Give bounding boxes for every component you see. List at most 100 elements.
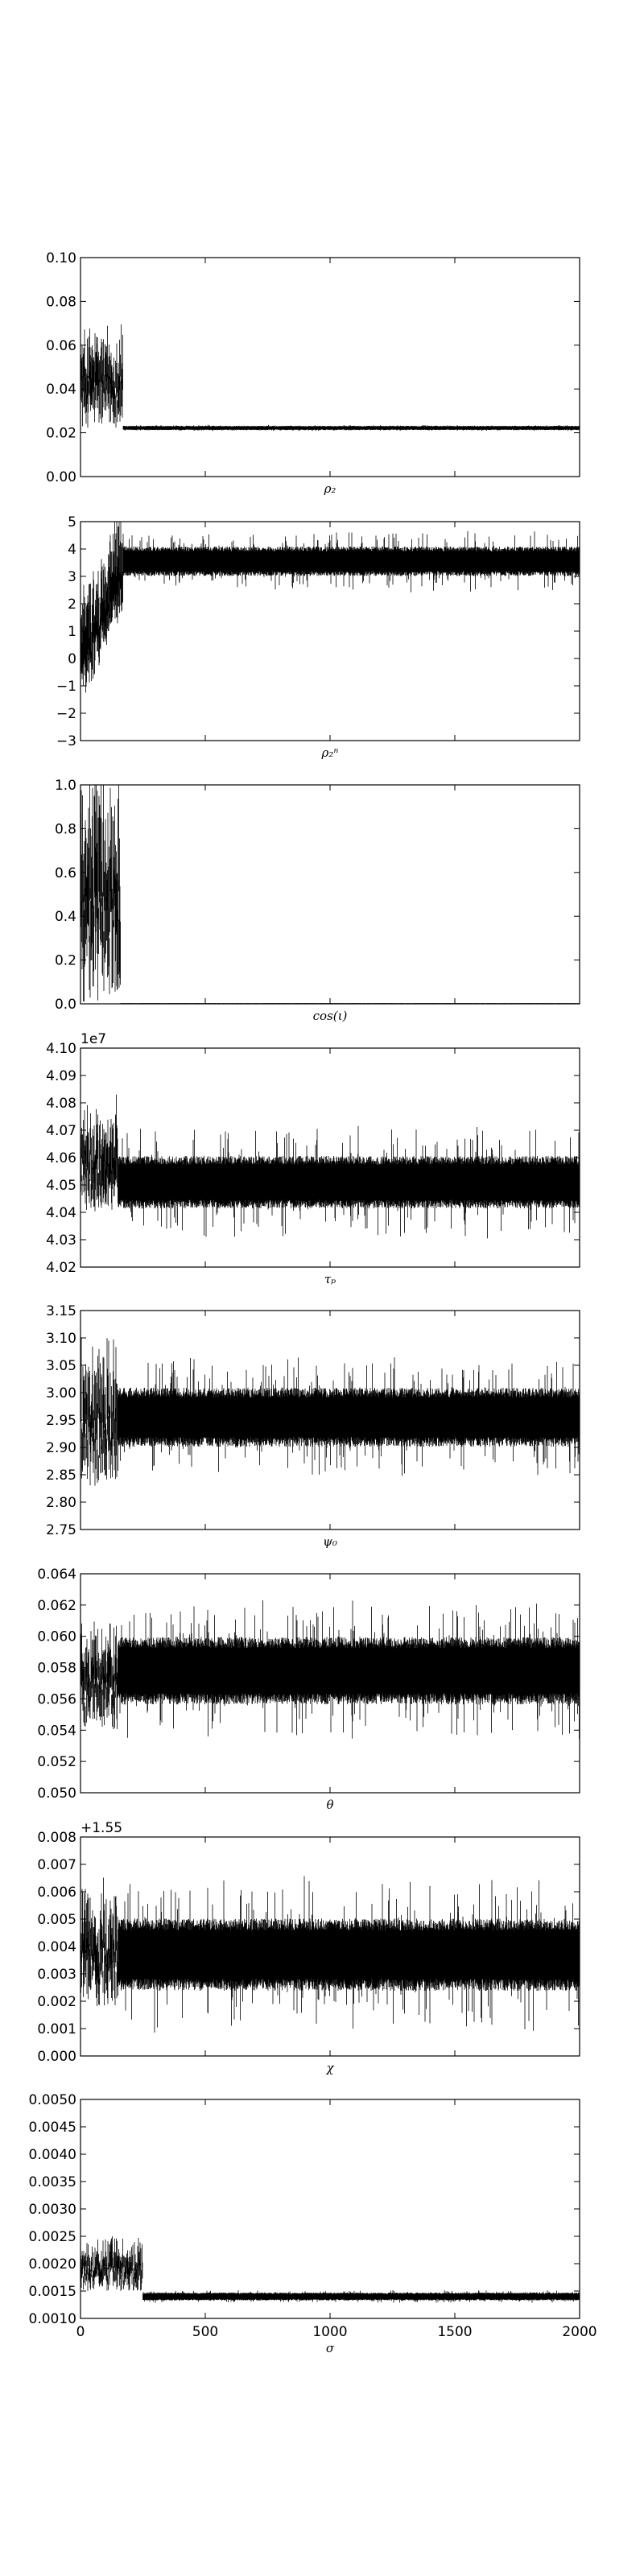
y-tick-label: 5	[68, 514, 76, 530]
y-tick-label: 0.0015	[29, 2284, 76, 2300]
x-axis-label: ρ₂	[324, 481, 336, 496]
y-tick-label: 0.064	[37, 1567, 76, 1583]
trace-path	[80, 1337, 580, 1486]
y-tick-label: 0.02	[46, 426, 76, 442]
trace-path	[80, 1094, 580, 1239]
y-tick-label: 0.0040	[29, 2147, 76, 2163]
trace-path	[80, 1876, 580, 2033]
axis-offset-text: 1e7	[80, 1031, 106, 1047]
y-tick-label: 0.10	[46, 250, 76, 266]
y-tick-label: 3.15	[46, 1303, 76, 1319]
y-tick-label: 0.0025	[29, 2229, 76, 2245]
y-tick-label: 4.08	[46, 1096, 76, 1112]
y-tick-label: 0.006	[37, 1885, 76, 1901]
y-tick-label: 0.4	[55, 909, 76, 925]
subplot-3: 0.0 0.2 0.4 0.6 0.8 1.0 cos(ι)	[55, 778, 580, 1023]
trace-series	[80, 1337, 580, 1486]
x-tick-label: 1500	[437, 2324, 472, 2340]
y-tick-label: 0.6	[55, 865, 76, 881]
trace-series	[80, 2236, 580, 2303]
subplot-6: 0.050 0.052 0.054 0.056 0.058 0.060 0.062 0.064…	[37, 1567, 580, 1812]
trace-path	[80, 785, 580, 1004]
trace-path	[80, 2236, 580, 2303]
y-tick-label: 2.75	[46, 1522, 76, 1538]
y-tick-label: 1	[68, 624, 76, 640]
plot-frame	[80, 257, 580, 477]
y-tick-label: 0.003	[37, 1967, 76, 1983]
trace-path	[80, 522, 580, 708]
y-tick-label: 2.95	[46, 1413, 76, 1429]
y-tick-label: 3.10	[46, 1331, 76, 1347]
trace-path	[80, 324, 580, 431]
y-tick-label: 0.2	[55, 953, 76, 969]
y-tick-label: 0.062	[37, 1598, 76, 1614]
x-axis-label: τₚ	[324, 1272, 336, 1286]
y-tick-label: 4.02	[46, 1260, 76, 1276]
y-tick-label: 2.85	[46, 1468, 76, 1484]
y-tick-label: 0.054	[37, 1723, 76, 1739]
x-axis-label: χ	[325, 2061, 334, 2075]
y-tick-label: 3.00	[46, 1385, 76, 1402]
y-tick-label: 4.04	[46, 1205, 76, 1221]
y-tick-label: 0.005	[37, 1912, 76, 1928]
plot-frame	[80, 784, 580, 1005]
y-tick-label: 0.056	[37, 1691, 76, 1707]
y-tick-label: 4.03	[46, 1232, 76, 1249]
y-tick-label: 0.0	[55, 997, 76, 1013]
y-tick-label: 0.0020	[29, 2256, 76, 2273]
subplot-8: 0.0010 0.0015 0.0020 0.0025 0.0030 0.0035 0.00…	[29, 2092, 597, 2355]
y-tick-label: 3	[68, 569, 76, 585]
y-tick-label: 0.0050	[29, 2092, 76, 2108]
y-tick-label: 0.000	[37, 2049, 76, 2065]
y-tick-label: 1.0	[55, 778, 76, 794]
trace-path	[80, 1600, 580, 1740]
y-tick-label: 0.050	[37, 1785, 76, 1802]
subplot-1: 0.00 0.02 0.04 0.06 0.08 0.10 ρ₂	[46, 250, 580, 496]
y-tick-label: 0.04	[46, 382, 76, 398]
trace-series	[80, 1094, 580, 1239]
x-axis-label: σ	[326, 2341, 335, 2355]
subplot-2: −3 −2 −1 0 1 2 3 4 5 ρ₂ⁿ	[56, 514, 580, 760]
y-tick-label: 0.058	[37, 1661, 76, 1677]
y-tick-label: 3.05	[46, 1358, 76, 1374]
x-axis-label: ρ₂ⁿ	[321, 745, 339, 760]
y-tick-label: 0.0010	[29, 2311, 76, 2327]
trace-series	[80, 1876, 580, 2033]
y-tick-label: −2	[56, 706, 76, 722]
axis-offset-text: +1.55	[80, 1820, 122, 1836]
y-tick-label: 0.008	[37, 1830, 76, 1846]
y-tick-label: −3	[56, 733, 76, 749]
y-tick-label: 0.002	[37, 1994, 76, 2010]
y-tick-label: 0.00	[46, 469, 76, 485]
y-tick-label: 2.80	[46, 1495, 76, 1511]
plot-frame	[80, 2099, 580, 2319]
y-tick-label: 2.90	[46, 1440, 76, 1456]
x-tick-label: 2000	[562, 2324, 597, 2340]
y-tick-label: 0.001	[37, 2021, 76, 2037]
y-tick-label: 4.07	[46, 1123, 76, 1139]
y-tick-label: 0.0045	[29, 2120, 76, 2136]
y-tick-label: 0.0030	[29, 2202, 76, 2218]
y-tick-label: 0.007	[37, 1857, 76, 1873]
x-tick-label: 1000	[312, 2324, 347, 2340]
y-tick-label: 4.09	[46, 1068, 76, 1084]
x-tick-label: 0	[76, 2324, 85, 2340]
y-tick-label: 0.060	[37, 1629, 76, 1645]
subplot-5: 2.75 2.80 2.85 2.90 2.95 3.00 3.05 3.10 3.15 ψ₀	[46, 1303, 580, 1549]
trace-series	[80, 324, 580, 431]
y-tick-label: 0.0035	[29, 2174, 76, 2190]
trace-series	[80, 522, 580, 708]
y-tick-label: −1	[56, 679, 76, 695]
trace-series	[80, 1600, 580, 1740]
y-tick-label: 4	[68, 542, 76, 558]
x-axis-label: ψ₀	[323, 1534, 337, 1549]
x-axis-label: cos(ι)	[313, 1009, 348, 1023]
subplot-7: 0.000 0.001 0.002 0.003 0.004 0.005 0.006 0.007…	[37, 1820, 580, 2075]
y-tick-label: 0.08	[46, 294, 76, 310]
y-tick-label: 0.052	[37, 1754, 76, 1770]
y-tick-label: 0	[68, 651, 76, 667]
x-axis-label: θ	[326, 1798, 333, 1812]
trace-series	[80, 785, 580, 1004]
